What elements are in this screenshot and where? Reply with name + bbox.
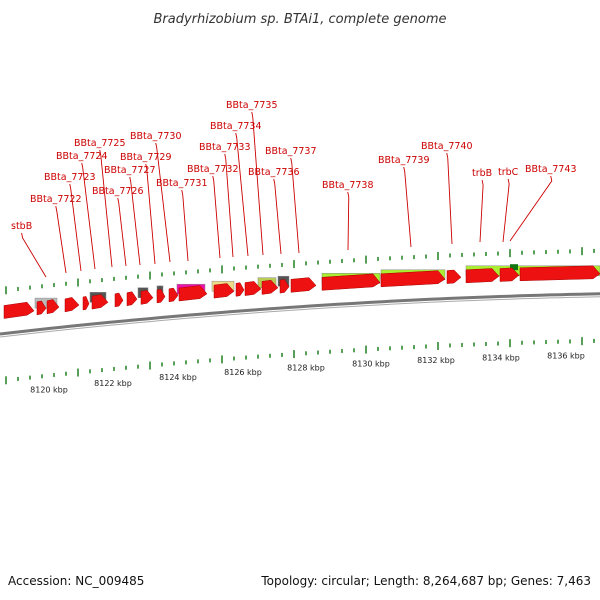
dark-green-feature <box>510 264 518 271</box>
axis-label: 8134 kbp <box>482 354 520 363</box>
leader-line <box>99 149 113 268</box>
gene-arrow <box>279 279 290 294</box>
leader-line <box>21 232 47 278</box>
axis-label: 8124 kbp <box>159 373 197 382</box>
gene-labels: stbB BBta_7722 BBta_7723 BBta_7724 BBta_7725… <box>11 100 577 232</box>
leader-line <box>446 152 453 245</box>
leader-line <box>273 178 282 255</box>
genome-backbone <box>0 292 600 338</box>
gene-label: BBta_7730 <box>130 131 182 142</box>
gene-arrow <box>178 285 208 302</box>
leader-line <box>81 162 96 270</box>
map-title: Bradyrhizobium sp. BTAi1, complete genom… <box>153 12 446 27</box>
gene-label: BBta_7734 <box>210 121 262 132</box>
gene-arrow <box>126 291 138 307</box>
gene-label: BBta_7727 <box>104 165 156 176</box>
gene-arrow <box>140 290 154 305</box>
gene-arrow <box>244 281 262 296</box>
leader-line <box>347 191 350 251</box>
gene-arrow <box>235 282 245 297</box>
leader-line <box>212 175 221 259</box>
axis-label: 8132 kbp <box>417 356 455 365</box>
gene-arrow <box>446 269 462 284</box>
gene-arrow <box>519 265 600 282</box>
gene-label: trbC <box>498 167 519 178</box>
leader-line <box>235 132 249 257</box>
gene-label: stbB <box>11 221 32 232</box>
gene-arrow <box>380 270 446 288</box>
gene-arrow <box>46 299 60 315</box>
leader-line <box>117 197 127 267</box>
leader-line <box>145 163 156 265</box>
gene-label: BBta_7736 <box>248 167 300 178</box>
leader-line <box>69 183 82 272</box>
axis-label: 8120 kbp <box>30 386 68 395</box>
gene-arrow <box>114 292 124 308</box>
leader-line <box>502 178 510 243</box>
gene-label: BBta_7738 <box>322 180 374 191</box>
leader-line <box>479 179 484 243</box>
leader-line <box>290 157 300 254</box>
gene-arrow <box>499 267 520 282</box>
backbone-line <box>0 292 600 336</box>
gene-label: BBta_7722 <box>30 194 82 205</box>
gene-arrow <box>290 277 317 293</box>
gene-arrow <box>168 287 179 303</box>
gene-arrow <box>3 301 35 319</box>
gene-arrow <box>64 297 80 313</box>
axis-label: 8130 kbp <box>352 359 390 368</box>
axis-labels: 8120 kbp 8122 kbp 8124 kbp 8126 kbp 8128 kbp… <box>30 352 585 395</box>
gene-label: BBta_7729 <box>120 152 172 163</box>
leader-line <box>181 189 189 262</box>
gene-label: BBta_7737 <box>265 146 317 157</box>
gene-arrow <box>36 300 47 316</box>
axis-label: 8136 kbp <box>547 352 585 361</box>
leader-line <box>155 142 171 263</box>
axis-label: 8128 kbp <box>287 363 325 372</box>
gene-label: BBta_7723 <box>44 172 96 183</box>
gene-label: BBta_7743 <box>525 164 577 175</box>
gene-label: BBta_7735 <box>226 100 278 111</box>
topology-text: Topology: circular; Length: 8,264,687 bp… <box>260 574 591 588</box>
gene-label: BBta_7725 <box>74 138 126 149</box>
leader-line <box>509 175 553 242</box>
gene-label: BBta_7724 <box>56 151 108 162</box>
tick-marks <box>5 247 595 385</box>
gene-arrow <box>156 288 166 304</box>
gene-arrow <box>321 273 381 291</box>
gene-arrow <box>82 296 90 311</box>
leader-line <box>403 166 412 248</box>
leader-line <box>129 176 141 266</box>
gene-label: BBta_7733 <box>199 142 251 153</box>
leader-line <box>55 205 67 274</box>
label-leader-lines <box>21 111 553 278</box>
gene-arrow <box>465 268 500 284</box>
gene-label: BBta_7731 <box>156 178 208 189</box>
backbone-shadow <box>0 296 600 338</box>
leader-line <box>224 153 234 258</box>
gene-label: BBta_7726 <box>92 186 144 197</box>
gene-label: BBta_7739 <box>378 155 430 166</box>
gene-label: BBta_7740 <box>421 141 473 152</box>
gene-arrow <box>213 283 235 299</box>
gene-arrow <box>261 279 279 295</box>
gene-arrow <box>91 294 109 310</box>
gene-arrows <box>3 265 600 319</box>
gene-label: BBta_7732 <box>187 164 239 175</box>
accession-text: Accession: NC_009485 <box>8 574 144 588</box>
leader-line <box>251 111 264 256</box>
gene-label: trbB <box>472 168 492 179</box>
axis-label: 8122 kbp <box>94 379 132 388</box>
axis-label: 8126 kbp <box>224 368 262 377</box>
